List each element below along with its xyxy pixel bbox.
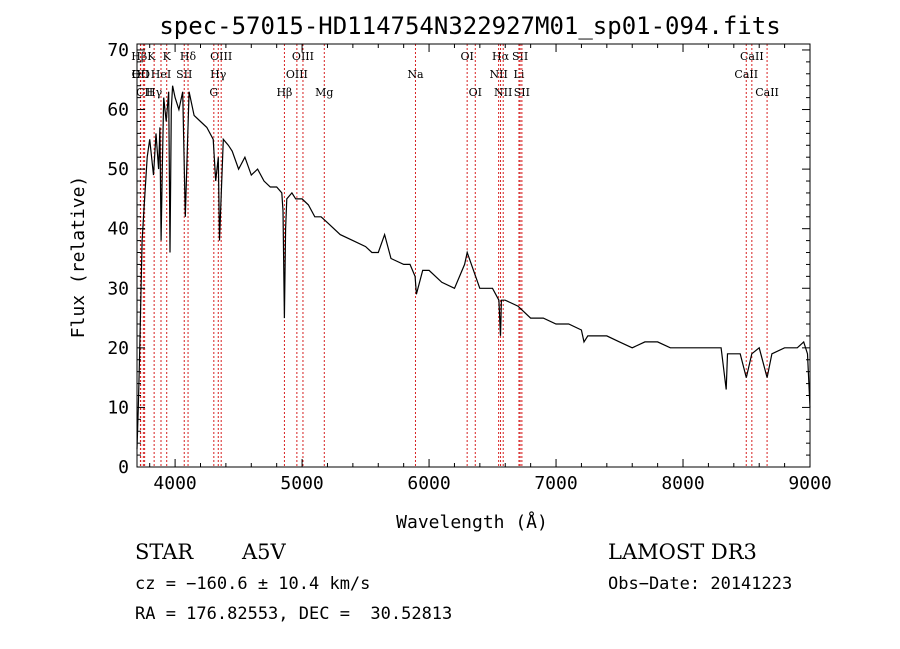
marker-label-23: NII	[494, 86, 512, 99]
observation-date: Obs−Date: 20141223	[608, 574, 793, 594]
marker-label-8: K	[163, 50, 172, 63]
marker-label-13: OIII	[286, 68, 308, 81]
marker-label-26: CaII	[734, 68, 758, 81]
y-axis-ticks: 0 10 20 30 40 50 60 70	[107, 40, 810, 478]
plot-frame	[136, 43, 811, 468]
marker-label-10: Hγ	[210, 68, 227, 81]
marker-label-25: CaII	[740, 50, 764, 63]
marker-label-4: SII	[176, 68, 192, 81]
marker-label-14: Hβ	[276, 86, 292, 99]
marker-label-19: Hα	[492, 50, 510, 63]
marker-label-2: OII	[132, 68, 150, 81]
marker-label-18: OI	[469, 86, 482, 99]
marker-label-27: CaII	[755, 86, 779, 99]
x-tick-label-1: 5000	[280, 473, 323, 494]
marker-label-15: Mg	[315, 86, 333, 99]
marker-label-9: OIII	[210, 50, 232, 63]
y-tick-label-7: 70	[107, 40, 129, 61]
marker-label-6: Hγ	[146, 86, 163, 99]
y-tick-label-6: 60	[107, 100, 129, 121]
marker-label-1: HβK	[131, 50, 156, 63]
survey-name: LAMOST DR3	[608, 540, 757, 564]
marker-label-24: SII	[514, 86, 530, 99]
y-tick-label-4: 40	[107, 219, 129, 240]
x-tick-label-5: 9000	[788, 473, 831, 494]
marker-label-20: SII	[512, 50, 528, 63]
coordinates: RA = 176.82553, DEC = 30.52813	[135, 604, 453, 624]
redshift-velocity: cz = −160.6 ± 10.4 km/s	[135, 574, 371, 594]
marker-label-0: HO	[131, 68, 150, 81]
y-tick-label-2: 20	[107, 338, 129, 359]
y-tick-label-1: 10	[107, 397, 129, 418]
y-tick-label-5: 50	[107, 159, 129, 180]
y-axis-label: Flux (relative)	[68, 176, 89, 339]
marker-label-22: Li	[514, 68, 525, 81]
chart-title: spec-57015-HD114754N322927M01_sp01-094.f…	[159, 12, 780, 40]
marker-label-21: NII	[489, 68, 507, 81]
object-class: STAR	[135, 540, 194, 564]
x-axis-label: Wavelength (Å)	[396, 511, 548, 533]
spectrum-line	[136, 85, 811, 450]
x-axis-ticks: 4000 5000 6000 7000 8000 9000	[149, 44, 832, 494]
x-tick-label-4: 8000	[661, 473, 704, 494]
x-tick-label-0: 4000	[153, 473, 196, 494]
marker-label-16: Na	[407, 68, 424, 81]
marker-label-17: OI	[460, 50, 473, 63]
x-tick-label-3: 7000	[534, 473, 577, 494]
marker-label-11: G	[209, 86, 218, 99]
marker-label-3: HeI	[151, 68, 171, 81]
spectrum-series	[136, 85, 811, 450]
y-tick-label-0: 0	[118, 457, 129, 478]
marker-label-12: OIII	[292, 50, 314, 63]
marker-label-5: CII	[136, 86, 153, 99]
spectrum-chart: spec-57015-HD114754N322927M01_sp01-094.f…	[68, 12, 832, 533]
y-tick-label-3: 30	[107, 278, 129, 299]
marker-label-7: Hδ	[180, 50, 197, 63]
object-subclass: A5V	[242, 540, 286, 564]
x-tick-label-2: 6000	[407, 473, 450, 494]
